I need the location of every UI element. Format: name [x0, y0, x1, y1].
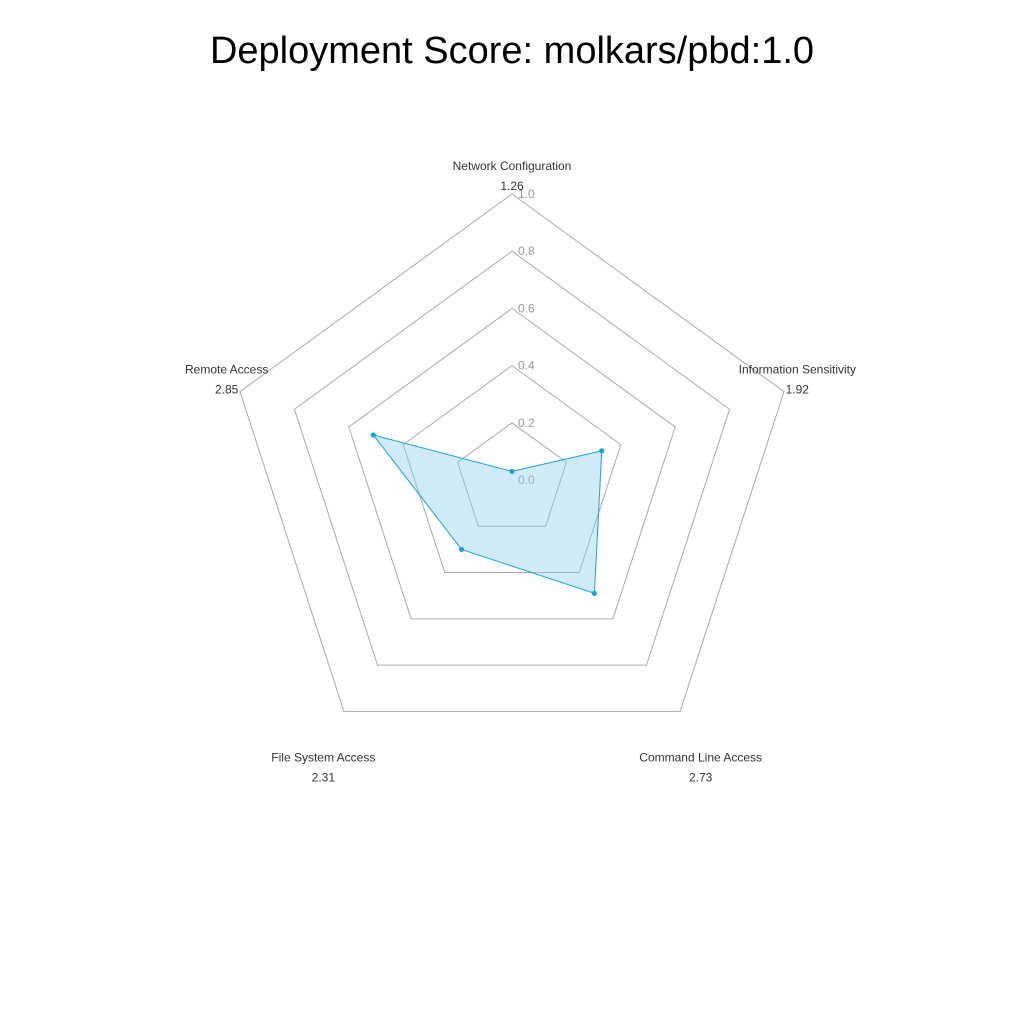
radial-tick-label: 0.0 [518, 473, 535, 487]
axis-score: 1.92 [786, 383, 810, 397]
axis-score: 2.73 [689, 770, 713, 784]
chart-title: Deployment Score: molkars/pbd:1.0 [209, 30, 815, 72]
axis-score: 1.26 [500, 179, 524, 193]
radial-tick-labels: 0.0 0.2 0.4 0.6 0.8 1.0 [518, 187, 535, 487]
grid-ring [239, 193, 785, 712]
data-point [591, 590, 597, 596]
axis-label-group: File System Access 2.31 [271, 750, 375, 784]
data-point [509, 468, 515, 475]
radial-tick-label: 0.4 [518, 359, 535, 373]
axis-label: Information Sensitivity [739, 363, 856, 377]
axis-score: 2.85 [215, 383, 239, 397]
grid-ring [457, 422, 567, 527]
data-point [599, 448, 605, 454]
axis-label-group: Command Line Access 2.73 [639, 750, 762, 784]
data-point [370, 432, 376, 438]
radar-grid [239, 193, 785, 712]
axis-label: File System Access [271, 750, 375, 764]
radial-tick-label: 0.6 [518, 301, 535, 315]
axis-label-group: Information Sensitivity 1.92 [739, 363, 856, 397]
grid-ring [402, 364, 622, 574]
axis-label: Network Configuration [453, 159, 572, 173]
axis-label: Remote Access [185, 363, 268, 377]
grid-ring [348, 307, 676, 620]
axis-score: 2.31 [312, 770, 336, 784]
radial-tick-label: 0.2 [518, 416, 535, 430]
data-point [458, 546, 465, 553]
radial-tick-label: 0.8 [518, 244, 535, 258]
grid-ring [293, 250, 731, 666]
data-area [371, 434, 603, 595]
axis-label: Command Line Access [639, 750, 762, 764]
data-series [370, 432, 605, 596]
axis-label-group: Network Configuration 1.26 [453, 159, 572, 193]
axis-label-group: Remote Access 2.85 [185, 363, 268, 397]
axis-labels: Network Configuration 1.26 Information Sen… [185, 159, 856, 784]
radial-tick-label: 1.0 [518, 187, 535, 201]
